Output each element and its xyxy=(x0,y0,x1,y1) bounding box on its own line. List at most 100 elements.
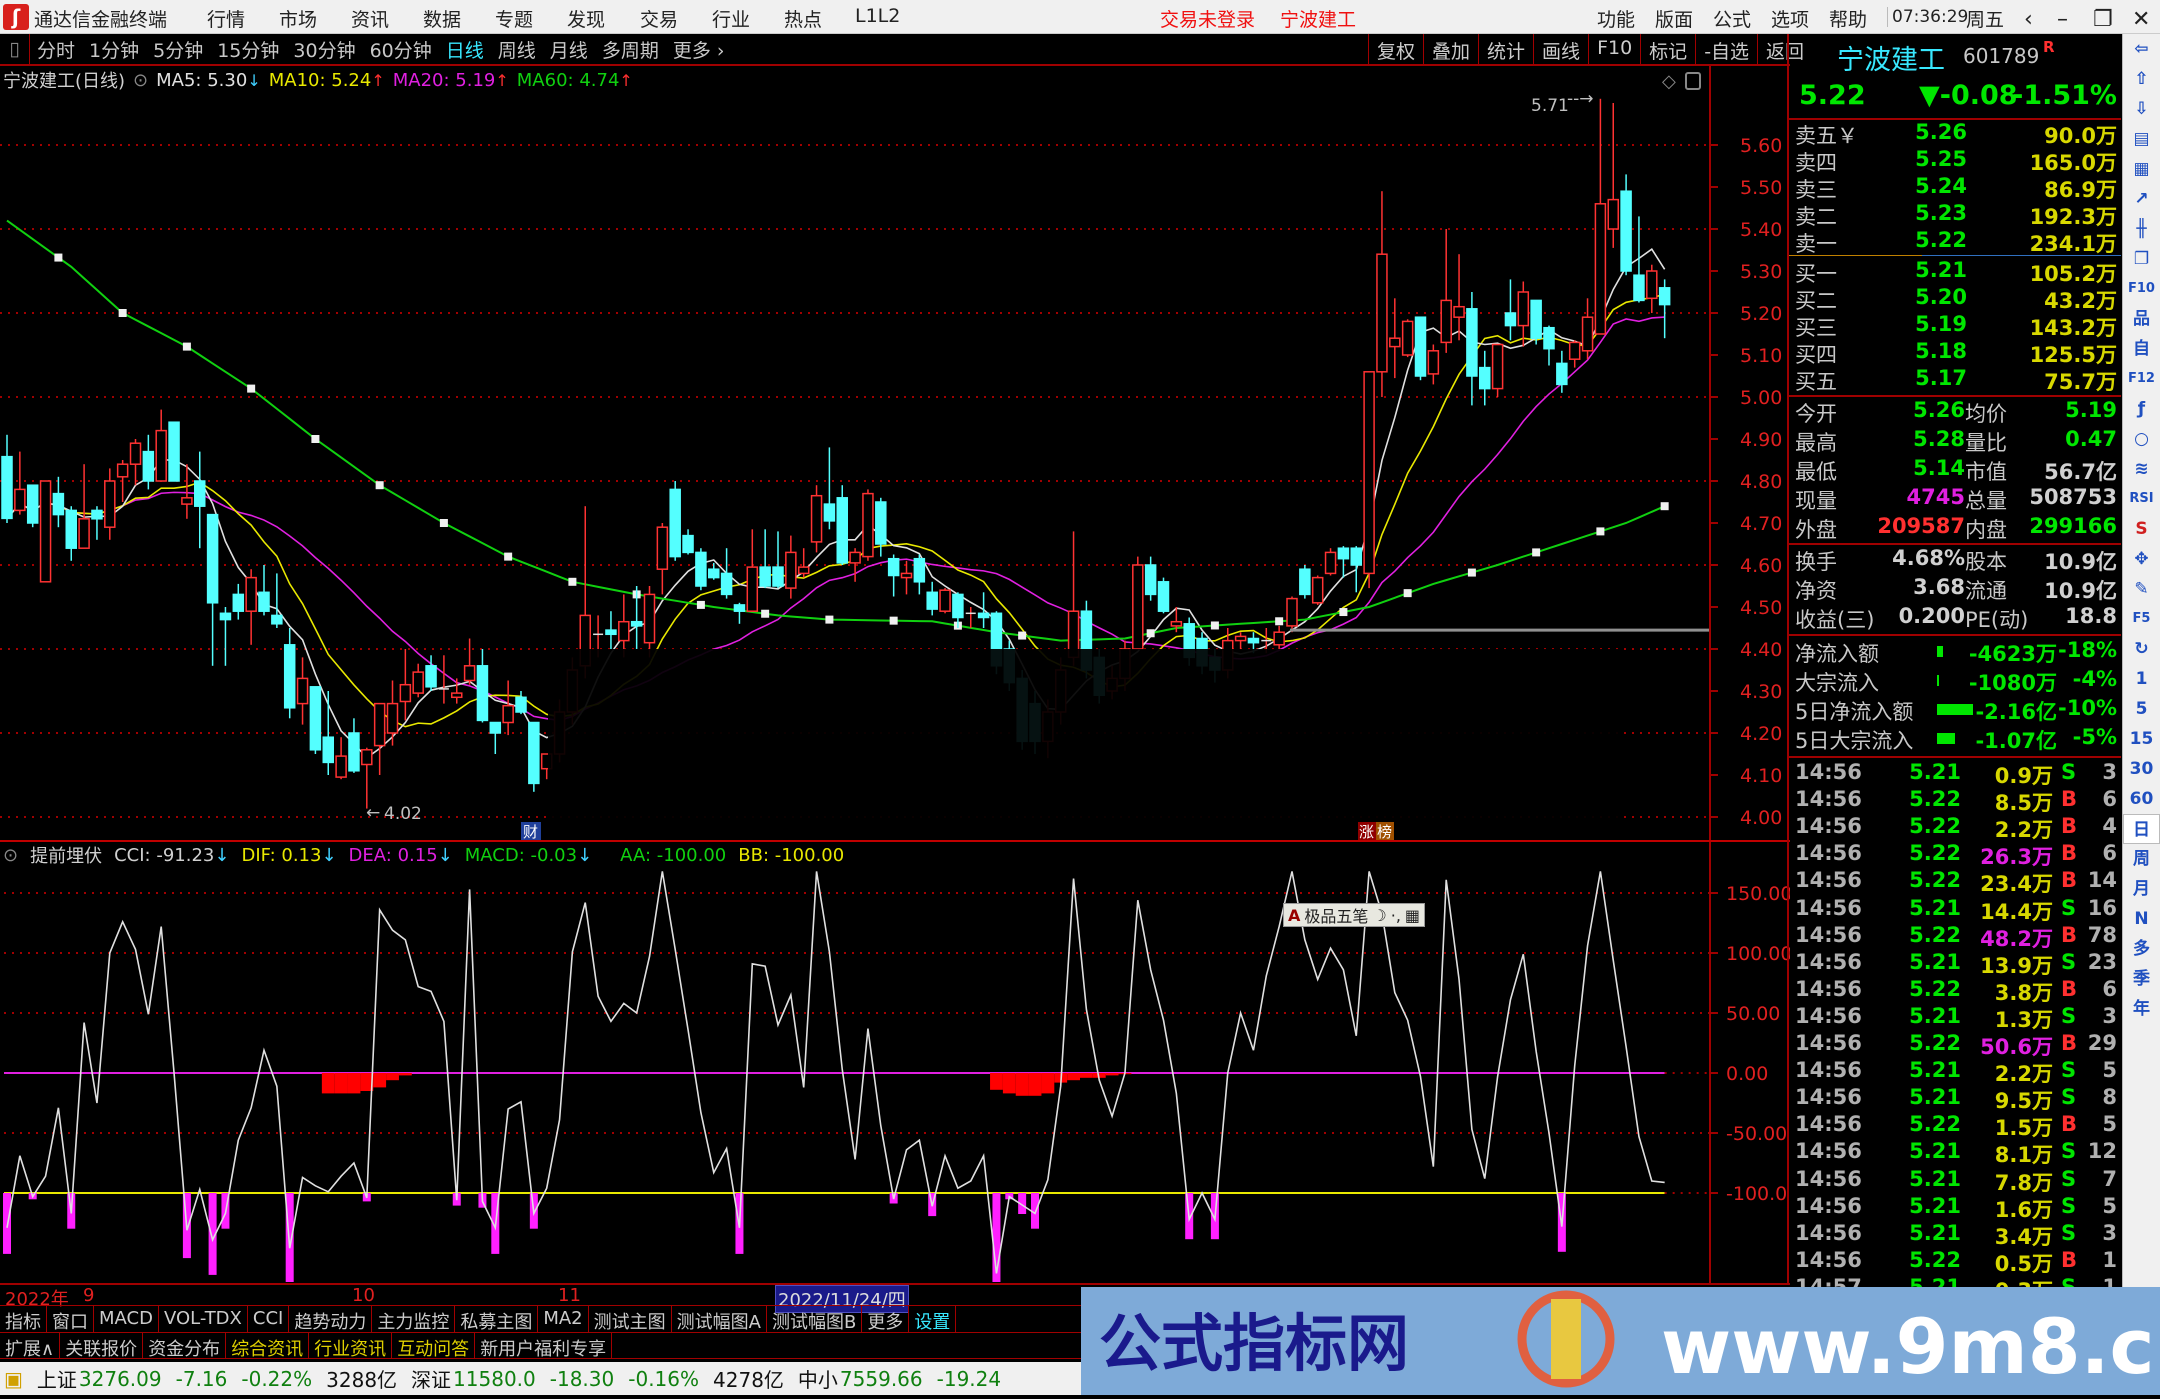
tab-tabs_row2-3[interactable]: 综合资讯 xyxy=(226,1333,310,1360)
restore-button[interactable]: ❐ xyxy=(2093,7,2113,32)
close-button[interactable]: ✕ xyxy=(2132,7,2151,32)
sh-label[interactable]: 上证 xyxy=(36,1368,77,1392)
tab-tabs_row2-6[interactable]: 新用户福利专享 xyxy=(475,1333,613,1360)
finance-marker[interactable] xyxy=(521,822,541,840)
menu-bangzhu[interactable]: 帮助 xyxy=(1829,9,1868,31)
tab-tabs_row1-7[interactable]: 私募主图 xyxy=(455,1306,539,1333)
tool-fanhui[interactable]: 返回 xyxy=(1757,34,1812,64)
period-more[interactable]: 更多 › xyxy=(672,39,725,62)
kline-chart[interactable]: 5.60 5.50 5.40 5.30 5.20 5.10 5.00 4.90 4.80 4.70… xyxy=(0,0,1790,1284)
f12-icon[interactable]: F12 xyxy=(2128,371,2155,386)
period-1min[interactable]: 1分钟 xyxy=(89,39,140,62)
collapse-icon[interactable]: ⊙ xyxy=(3,844,19,866)
period-multi[interactable]: 多周期 xyxy=(601,39,659,62)
windows-icon[interactable]: ❐ xyxy=(2133,249,2150,269)
period-15-icon[interactable]: 15 xyxy=(2129,729,2154,749)
panel-toggle-icon[interactable]: ▯ xyxy=(0,34,30,64)
tree-icon[interactable]: 品 xyxy=(2133,309,2150,329)
tab-tabs_row1-11[interactable]: 测试幅图B xyxy=(767,1306,863,1333)
period-1-icon[interactable]: 1 xyxy=(2135,669,2148,689)
period-week-icon[interactable]: 周 xyxy=(2133,849,2150,869)
tab-tabs_row1-8[interactable]: MA2 xyxy=(538,1306,589,1332)
up-arrow-icon[interactable]: ⇧ xyxy=(2134,69,2149,89)
tool-fuquan[interactable]: 复权 xyxy=(1368,34,1423,64)
period-60min[interactable]: 60分钟 xyxy=(369,39,432,62)
period-year-icon[interactable]: 年 xyxy=(2133,999,2150,1019)
tab-tabs_row1-1[interactable]: 窗口 xyxy=(47,1306,94,1333)
period-weekly[interactable]: 周线 xyxy=(497,39,536,62)
collapse-icon[interactable]: ⊙ xyxy=(133,69,149,91)
period-5min[interactable]: 5分钟 xyxy=(153,39,204,62)
tab-tabs_row1-10[interactable]: 测试幅图A xyxy=(672,1306,767,1333)
tab-tabs_row2-5[interactable]: 互动问答 xyxy=(392,1333,476,1360)
period-multi-icon[interactable]: 多 xyxy=(2133,939,2150,959)
period-60-icon[interactable]: 60 xyxy=(2129,789,2154,809)
pencil-icon[interactable]: ✎ xyxy=(2134,579,2149,599)
period-30min[interactable]: 30分钟 xyxy=(293,39,356,62)
back-arrow-icon[interactable]: ⇦ xyxy=(2134,39,2149,59)
period-month-icon[interactable]: 月 xyxy=(2133,879,2150,899)
tool-zixuan[interactable]: -自选 xyxy=(1695,34,1757,64)
limit-up-marker[interactable] xyxy=(1358,822,1376,840)
tab-tabs_row1-9[interactable]: 测试主图 xyxy=(589,1306,672,1333)
menu-faxian[interactable]: 发现 xyxy=(567,9,606,31)
panel-icon[interactable] xyxy=(1685,72,1701,90)
f5-icon[interactable]: F5 xyxy=(2132,611,2151,626)
ime-toolbar[interactable]: A 极品五笔 ☽ ·, ▦ xyxy=(1283,903,1426,927)
tab-tabs_row1-3[interactable]: VOL-TDX xyxy=(159,1306,248,1332)
tab-tabs_row1-6[interactable]: 主力监控 xyxy=(372,1306,456,1333)
tool-diejia[interactable]: 叠加 xyxy=(1423,34,1478,64)
period-fenshi[interactable]: 分时 xyxy=(37,39,76,62)
refresh-icon[interactable]: ↻ xyxy=(2134,639,2149,659)
ime-mode[interactable]: A xyxy=(1288,905,1301,925)
tool-tongji[interactable]: 统计 xyxy=(1478,34,1533,64)
menu-redian[interactable]: 热点 xyxy=(784,9,823,31)
s-icon-icon[interactable]: S xyxy=(2135,519,2148,539)
menu-zixun[interactable]: 资讯 xyxy=(351,9,390,31)
rsi-icon[interactable]: RSI xyxy=(2129,491,2154,506)
tab-tabs_row1-2[interactable]: MACD xyxy=(94,1306,159,1332)
wave-icon[interactable]: ≋ xyxy=(2134,459,2149,479)
menu-xuanxiang[interactable]: 选项 xyxy=(1771,9,1810,31)
favorites-icon[interactable]: 自 xyxy=(2133,339,2150,359)
menu-shichang[interactable]: 市场 xyxy=(279,9,318,31)
kline-icon[interactable]: ╫ xyxy=(2136,219,2147,239)
menu-hangye[interactable]: 行业 xyxy=(712,9,751,31)
tab-tabs_row2-0[interactable]: 扩展∧ xyxy=(0,1333,61,1360)
tab-tabs_row1-13[interactable]: 设置 xyxy=(909,1306,957,1333)
nav-back-button[interactable]: ‹ xyxy=(2024,7,2033,32)
menu-gongneng[interactable]: 功能 xyxy=(1597,9,1636,31)
menu-banmian[interactable]: 版面 xyxy=(1655,9,1694,31)
keyboard-icon[interactable]: ▦ xyxy=(1404,905,1421,925)
down-arrow-icon[interactable]: ⇩ xyxy=(2134,99,2149,119)
tool-huaxian[interactable]: 画线 xyxy=(1533,34,1588,64)
tool-f10[interactable]: F10 xyxy=(1588,34,1640,64)
tab-tabs_row1-12[interactable]: 更多 xyxy=(862,1306,910,1333)
move-icon[interactable]: ✥ xyxy=(2134,549,2149,569)
tab-tabs_row2-1[interactable]: 关联报价 xyxy=(60,1333,144,1360)
f10-icon[interactable]: F10 xyxy=(2128,281,2155,296)
trend-chart-icon[interactable]: ↗ xyxy=(2134,189,2149,209)
period-day-icon[interactable]: 日 xyxy=(2123,814,2160,844)
period-n-icon[interactable]: N xyxy=(2134,909,2149,929)
minimize-button[interactable]: – xyxy=(2057,7,2068,32)
tab-tabs_row1-5[interactable]: 趋势动力 xyxy=(289,1306,373,1333)
menu-gongshi[interactable]: 公式 xyxy=(1713,9,1752,31)
menu-hangqing[interactable]: 行情 xyxy=(207,9,246,31)
tab-tabs_row1-4[interactable]: CCI xyxy=(248,1306,290,1332)
menu-zhuanti[interactable]: 专题 xyxy=(495,9,534,31)
punctuation-icon[interactable]: ·, xyxy=(1390,905,1401,925)
status-menu-icon[interactable]: ▣ xyxy=(4,1366,23,1391)
moon-icon[interactable]: ☽ xyxy=(1372,905,1387,925)
period-30-icon[interactable]: 30 xyxy=(2129,759,2154,779)
formula-icon[interactable]: ƒ xyxy=(2137,399,2146,419)
period-quarter-icon[interactable]: 季 xyxy=(2133,969,2150,989)
menu-shuju[interactable]: 数据 xyxy=(423,9,462,31)
circle-icon[interactable]: ○ xyxy=(2134,429,2149,449)
tab-tabs_row1-0[interactable]: 指标 xyxy=(0,1306,47,1333)
diamond-icon[interactable]: ◇ xyxy=(1662,71,1676,92)
login-status[interactable]: 交易未登录 xyxy=(1160,9,1256,31)
quote-list-icon[interactable]: ▤ xyxy=(2133,129,2150,149)
period-15min[interactable]: 15分钟 xyxy=(217,39,280,62)
multi-stock-icon[interactable]: ▦ xyxy=(2133,159,2150,179)
